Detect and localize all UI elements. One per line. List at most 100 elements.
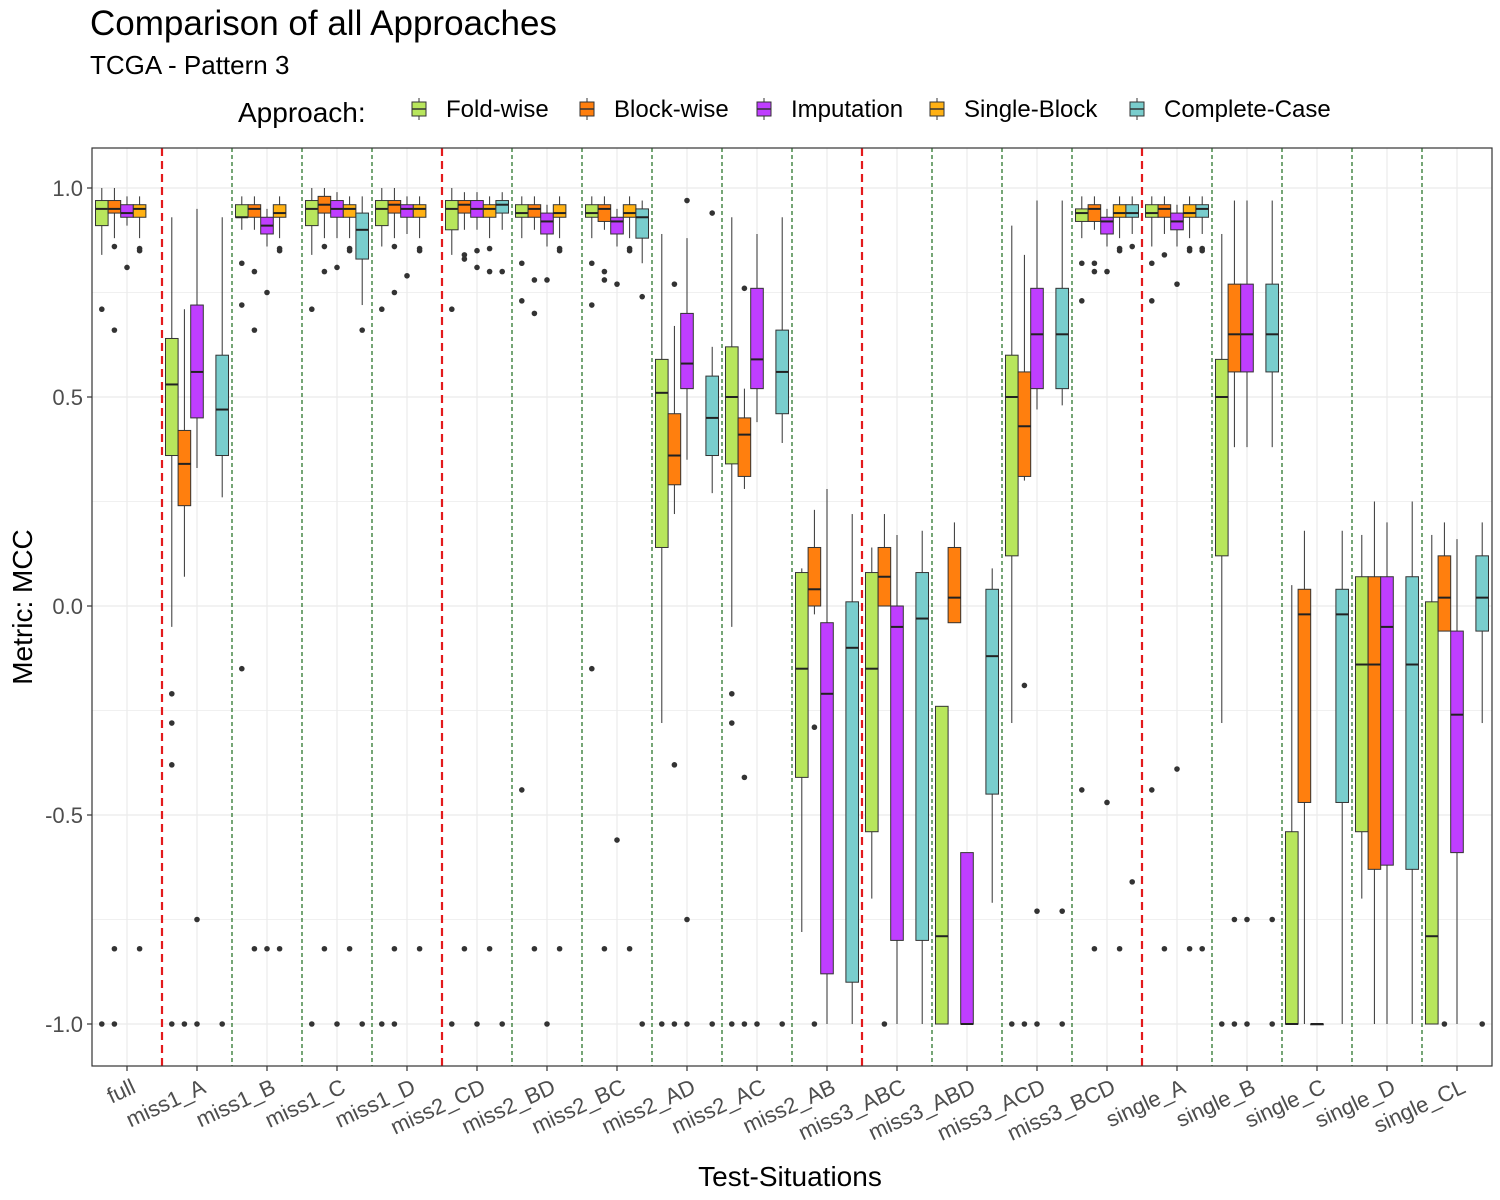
y-tick-label: 1.0 [52,176,83,201]
box-body [1087,204,1102,222]
box-body [272,204,287,218]
outlier-point [639,1021,645,1027]
outlier-point [1231,916,1238,923]
outlier-point [1104,799,1110,806]
outlier-point [1174,766,1180,772]
box-body [1145,204,1159,218]
outlier-point [1199,945,1205,952]
outlier-point [544,1021,550,1027]
box-miss1_B-block-wise [247,196,262,952]
box-miss3_BCD-single-block [1112,196,1127,952]
outlier-point [626,945,633,952]
outlier-point [1059,908,1065,914]
box-body [985,588,1000,795]
outlier-point [461,256,468,262]
outlier-point [1244,1021,1250,1027]
outlier-point [239,302,245,308]
box-body [597,204,612,222]
outlier-point [519,298,525,304]
box-miss3_ABC-complete-case [915,530,930,1024]
outlier-point [519,260,525,267]
box-body [527,204,542,218]
outlier-point [1091,945,1098,952]
box-miss2_BD-imputation [540,204,554,1027]
box-miss2_BC-imputation [610,208,624,843]
box-body [120,204,134,218]
outlier-point [1116,945,1123,952]
outlier-point [671,762,678,768]
box-miss3_ACD-block-wise [1017,254,1032,1027]
outlier-point [614,281,620,287]
outlier-point [194,916,200,923]
box-body [635,208,650,239]
outlier-point [1021,682,1028,689]
box-miss1_B-fold-wise [235,196,249,672]
outlier-point [1034,1021,1040,1027]
box-body [190,304,204,419]
box-miss1_C-complete-case [355,196,369,1027]
outlier-point [531,277,538,283]
outlier-point [486,945,493,952]
box-body [1182,204,1197,218]
box-body [495,200,509,214]
outlier-point [136,945,143,952]
outlier-point [1186,247,1193,254]
outlier-point [1441,1021,1448,1027]
legend: Fold-wise Block-wise Imputation Single-Bloc… [411,96,1331,123]
box-full-single-block [132,196,147,952]
box-miss2_AB-fold-wise [795,568,809,933]
box-single_A-fold-wise [1145,196,1159,793]
box-body [1055,287,1070,390]
outlier-point [1161,252,1168,258]
box-single_A-complete-case [1195,196,1210,952]
box-single_B-block-wise [1227,200,1242,1027]
box-miss2_BC-complete-case [635,200,650,1027]
outlier-point [346,247,353,254]
box-body [235,204,249,218]
outlier-point [589,260,595,267]
outlier-point [1186,945,1193,952]
outlier-point [416,945,423,952]
box-body [585,204,599,218]
outlier-point [194,1021,200,1027]
box-miss2_BD-fold-wise [515,196,529,793]
box-body [387,200,402,214]
box-body [705,375,720,457]
outlier-point [391,289,398,296]
outlier-point [416,247,423,254]
box-body [1030,287,1044,390]
box-single_D-complete-case [1405,501,1420,1024]
box-miss1_A-imputation [190,208,204,1027]
outlier-point [486,245,493,252]
outlier-point [1034,908,1040,914]
outlier-point [601,277,608,283]
outlier-point [1219,1021,1225,1027]
outlier-point [499,1021,506,1027]
box-single_CL-block-wise [1437,522,1452,1027]
outlier-point [359,1021,366,1027]
separators [160,148,1423,1066]
box-miss2_CD-single-block [482,196,497,952]
x-tick-label: miss1_B [192,1074,279,1132]
box-body [1425,601,1439,1025]
box-body [1437,555,1452,632]
box-miss3_ACD-fold-wise [1005,225,1019,1027]
outlier-point [1009,1021,1015,1027]
outlier-point [251,268,258,275]
box-miss1_A-fold-wise [165,217,179,1027]
box-body [1355,576,1369,833]
box-miss2_BD-block-wise [527,196,542,952]
outlier-point [1231,1021,1238,1027]
outlier-point [671,1021,678,1027]
legend-label: Fold-wise [446,96,549,123]
y-tick-label: 0.0 [52,594,83,619]
boxes [95,188,1490,1027]
box-body [515,204,529,218]
outlier-point [321,243,328,250]
box-body [1017,371,1032,477]
box-body [1125,204,1140,218]
outlier-point [1116,247,1123,254]
outlier-point [1244,916,1250,923]
box-body [667,413,682,486]
outlier-point [1479,1021,1485,1027]
